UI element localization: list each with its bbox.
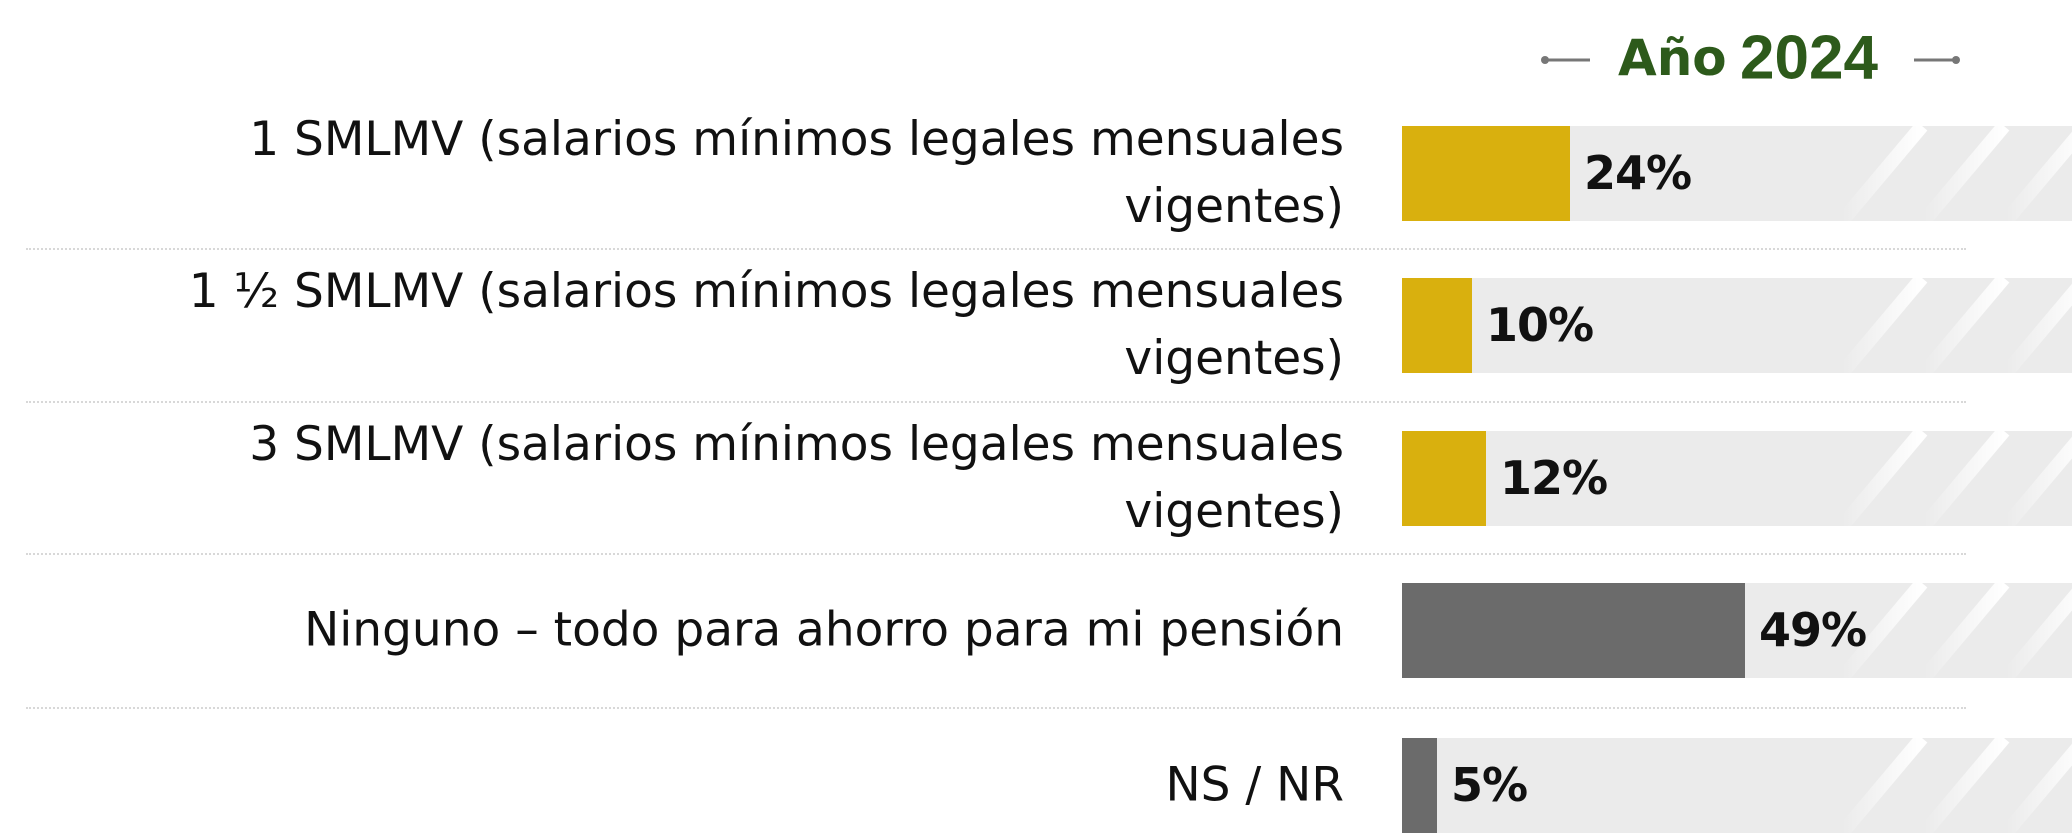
bar [1402, 582, 1745, 678]
row-separator [26, 553, 1966, 555]
value-label: 24% [1584, 146, 1692, 200]
row-separator [26, 248, 1966, 250]
row-separator [26, 400, 1966, 403]
value-label: 5% [1451, 758, 1528, 812]
value-label: 10% [1486, 298, 1594, 352]
bar [1402, 737, 1437, 833]
category-label: 1 ½ SMLMV (salarios mínimos legales mens… [188, 264, 1344, 386]
row-separator [26, 706, 1966, 709]
category-label: Ninguno – todo para ahorro para mi pensi… [304, 602, 1344, 658]
chart-subtitle: 2024 [1740, 23, 1878, 93]
category-label: 3 SMLMV (salarios mínimos legales mensua… [249, 417, 1344, 539]
bar [1402, 125, 1570, 221]
value-label: 49% [1759, 603, 1867, 657]
bar [1402, 430, 1486, 526]
category-label: 1 SMLMV (salarios mínimos legales mensua… [249, 112, 1344, 234]
bar-track [1402, 430, 2072, 526]
header-decoration [1541, 56, 1960, 64]
bar-track [1402, 277, 2072, 373]
bar [1402, 277, 1472, 373]
value-label: 12% [1500, 451, 1608, 505]
category-label: NS / NR [1165, 757, 1344, 813]
chart-title: Año [1618, 29, 1727, 87]
bar-track [1402, 737, 2072, 833]
